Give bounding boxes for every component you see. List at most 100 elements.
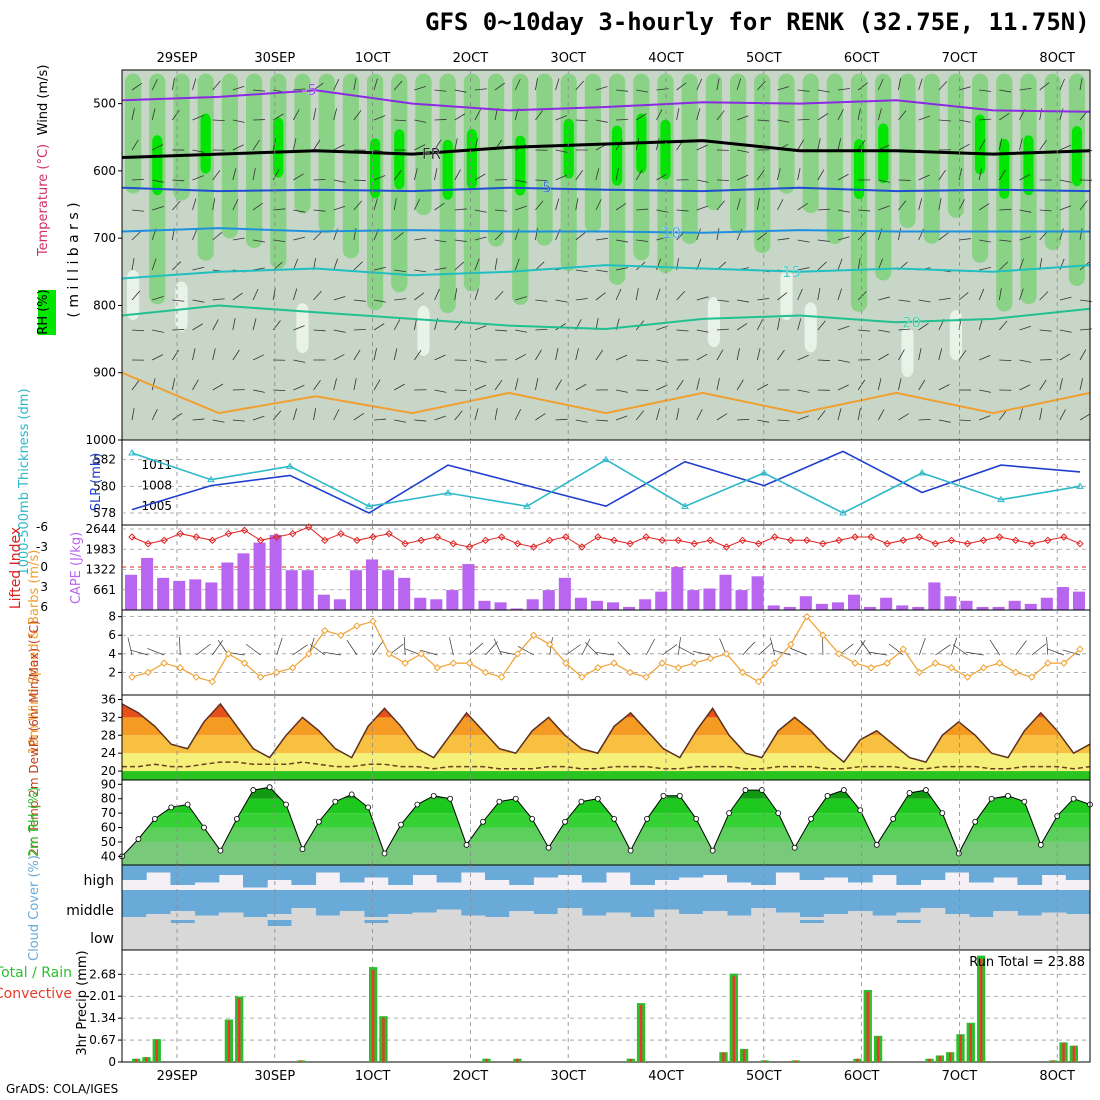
surface-wind-barb — [127, 637, 133, 656]
cloud-high-cell — [533, 865, 559, 878]
lifted-index-point — [369, 533, 377, 541]
cloud-clear-cell — [1065, 914, 1091, 920]
cloud-high-cell — [485, 865, 510, 880]
cape-bar — [221, 562, 234, 610]
upper-wind-barb — [898, 78, 901, 91]
lifted-index-point — [160, 536, 168, 545]
rh-moist-area — [802, 73, 819, 214]
upper-wind-barb — [777, 86, 790, 91]
cloud-clear-cell — [170, 911, 196, 920]
upper-wind-barb — [656, 408, 660, 421]
cloud-high-cell — [920, 865, 946, 880]
upper-wind-barb — [696, 228, 701, 241]
upper-wind-barb — [454, 169, 461, 181]
thickness-point — [997, 495, 1005, 503]
upper-wind-barb — [938, 419, 951, 423]
rh-moist-area — [923, 73, 940, 244]
surface-wind-barb — [323, 651, 341, 656]
cape-bar — [430, 599, 443, 610]
precip-convective-bar — [382, 1017, 385, 1062]
upper-wind-barb — [151, 79, 158, 91]
cloud-high-cell — [896, 865, 922, 885]
lifted-index-point — [690, 539, 699, 548]
wind-speed-point — [497, 673, 506, 681]
precip-convective-bar — [979, 958, 983, 1062]
lifted-index-point — [272, 533, 281, 541]
rh2m-point — [217, 847, 224, 854]
upper-wind-barb — [232, 292, 243, 301]
cloud-high-cell — [388, 865, 413, 885]
precip-convective-bar — [866, 992, 870, 1062]
upper-wind-barb — [797, 415, 809, 421]
upper-wind-barb — [979, 415, 991, 421]
upper-wind-barb — [858, 209, 871, 212]
thickness-point — [365, 502, 373, 509]
cloud-clear-cell — [388, 920, 413, 950]
upper-wind-barb — [615, 168, 619, 181]
wind-speed-point — [787, 640, 795, 649]
rh2m-point — [1037, 841, 1044, 848]
cloud-high-cell — [969, 865, 994, 883]
upper-wind-barb — [898, 378, 902, 391]
upper-wind-barb — [757, 419, 770, 423]
wind-speed-point — [417, 650, 425, 658]
cape-bar — [880, 597, 893, 610]
rh-dry-area — [707, 297, 720, 348]
upper-wind-barb — [313, 380, 321, 391]
precip-tick-label: 0.67 — [89, 1033, 116, 1047]
cloud-clear-cell — [823, 920, 849, 950]
upper-wind-barb — [393, 170, 402, 181]
upper-wind-barb — [152, 206, 164, 211]
upper-wind-barb — [414, 144, 426, 151]
precip-convective-bar — [237, 998, 241, 1062]
upper-wind-barb — [474, 408, 479, 421]
upper-wind-barb — [313, 408, 317, 421]
lifted-index-point — [1060, 533, 1068, 541]
upper-wind-barb — [232, 419, 245, 422]
upper-wind-barb — [252, 354, 265, 361]
cloud-clear-cell — [485, 920, 510, 950]
surface-wind-barb — [645, 638, 655, 656]
upper-wind-barb — [152, 179, 165, 183]
upper-wind-barb — [232, 144, 244, 151]
upper-wind-barb — [1039, 379, 1047, 391]
rh-dry-area — [127, 270, 140, 320]
upper-wind-barb — [1059, 353, 1071, 361]
upper-wind-barb — [918, 348, 922, 361]
rh-moist-area — [754, 73, 771, 254]
wind-speed-point — [771, 659, 779, 667]
upper-wind-barb — [817, 208, 830, 211]
upper-wind-barb — [252, 389, 265, 393]
rh2m-tick-label: 70 — [101, 806, 116, 820]
upper-wind-barb — [736, 174, 749, 181]
thickness-point — [286, 462, 294, 469]
upper-wind-barb — [1059, 205, 1072, 211]
temperature-tick-label: 20 — [101, 764, 116, 778]
cloud-clear-cell — [1065, 920, 1091, 950]
wind-speed-point — [642, 673, 650, 681]
upper-wind-barb — [1079, 78, 1083, 91]
rh2m-point — [332, 798, 339, 805]
upper-wind-barb — [636, 89, 649, 93]
upper-wind-barb — [1019, 258, 1024, 271]
cloud-high-cell — [775, 865, 801, 873]
thickness-point — [602, 455, 610, 463]
upper-wind-barb — [293, 109, 300, 121]
upper-wind-barb — [373, 379, 381, 391]
surface-wind-barb — [678, 646, 695, 656]
pressure-tick-label: 700 — [93, 231, 116, 245]
upper-wind-barb — [1039, 82, 1050, 91]
thickness-point — [444, 489, 452, 496]
rh-dry-area — [780, 270, 793, 321]
cape-bar — [414, 597, 427, 610]
upper-wind-barb — [1039, 329, 1052, 332]
upper-wind-barb — [636, 208, 649, 211]
rh2m-point — [430, 792, 437, 799]
upper-wind-barb — [716, 110, 725, 121]
rh2m-point — [233, 815, 240, 822]
upper-wind-barb — [434, 389, 447, 393]
upper-wind-barb — [958, 199, 965, 211]
rh-wet-area — [466, 128, 477, 189]
rh2m-point — [890, 815, 897, 822]
upper-wind-barb — [998, 410, 1007, 421]
